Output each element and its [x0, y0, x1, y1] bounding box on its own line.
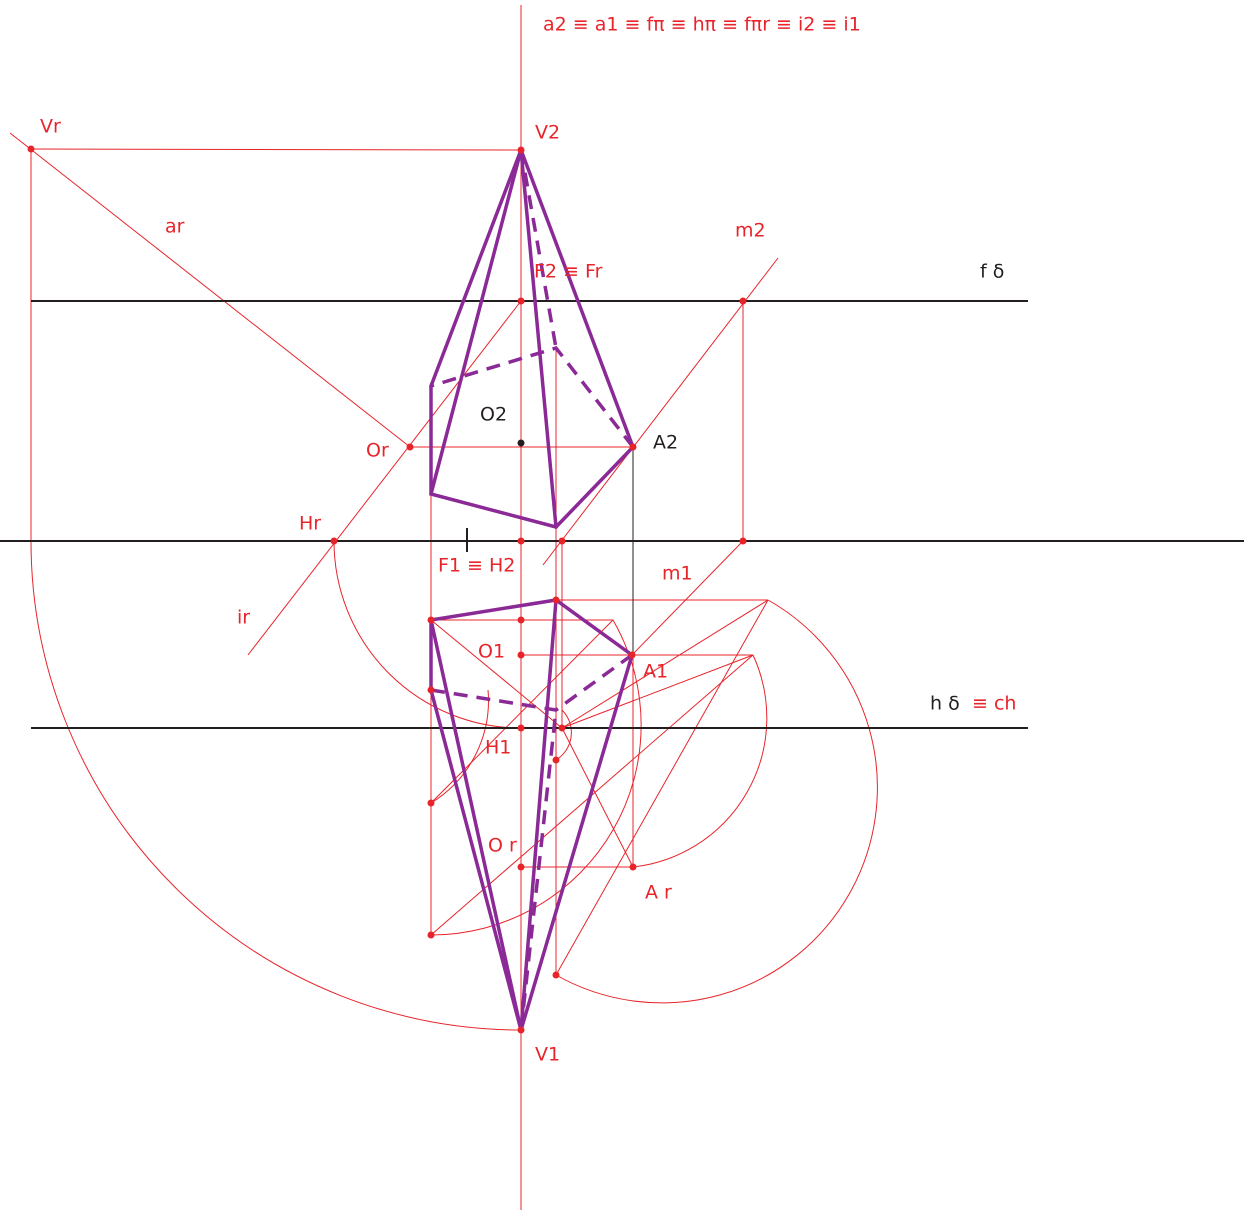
line-label: ir [237, 607, 250, 629]
diagram: a2 ≡ a1 ≡ fπ ≡ hπ ≡ fπr ≡ i2 ≡ i1 Vr V2 … [0, 0, 1244, 1212]
point-label: A1 [643, 661, 668, 683]
pyramid-top [431, 600, 632, 1030]
axis-label: a2 ≡ a1 ≡ fπ ≡ hπ ≡ fπr ≡ i2 ≡ i1 [543, 14, 861, 36]
line-label: m2 [735, 220, 766, 242]
points [28, 146, 747, 1034]
plane-label: h δ [930, 693, 960, 715]
point-label: H1 [485, 737, 511, 759]
point-label: O1 [478, 641, 505, 663]
point-label: Vr [40, 116, 61, 138]
point-label: O r [488, 835, 517, 857]
point-label: V1 [535, 1044, 560, 1066]
line-label: m1 [662, 563, 693, 585]
point-label: F1 ≡ H2 [438, 555, 515, 577]
plane-label: f δ [980, 261, 1004, 283]
point-label: F2 ≡ Fr [534, 261, 603, 283]
point-label: A r [645, 882, 672, 904]
pyramid-front [431, 150, 633, 527]
point-label: Or [366, 440, 389, 462]
line-label: ar [165, 216, 185, 238]
point-label: V2 [535, 122, 560, 144]
point-label: Hr [299, 513, 321, 535]
point-label: O2 [480, 404, 507, 426]
construction-lines [10, 5, 877, 1210]
plane-label: ≡ ch [972, 693, 1016, 715]
point-label: A2 [653, 432, 678, 454]
